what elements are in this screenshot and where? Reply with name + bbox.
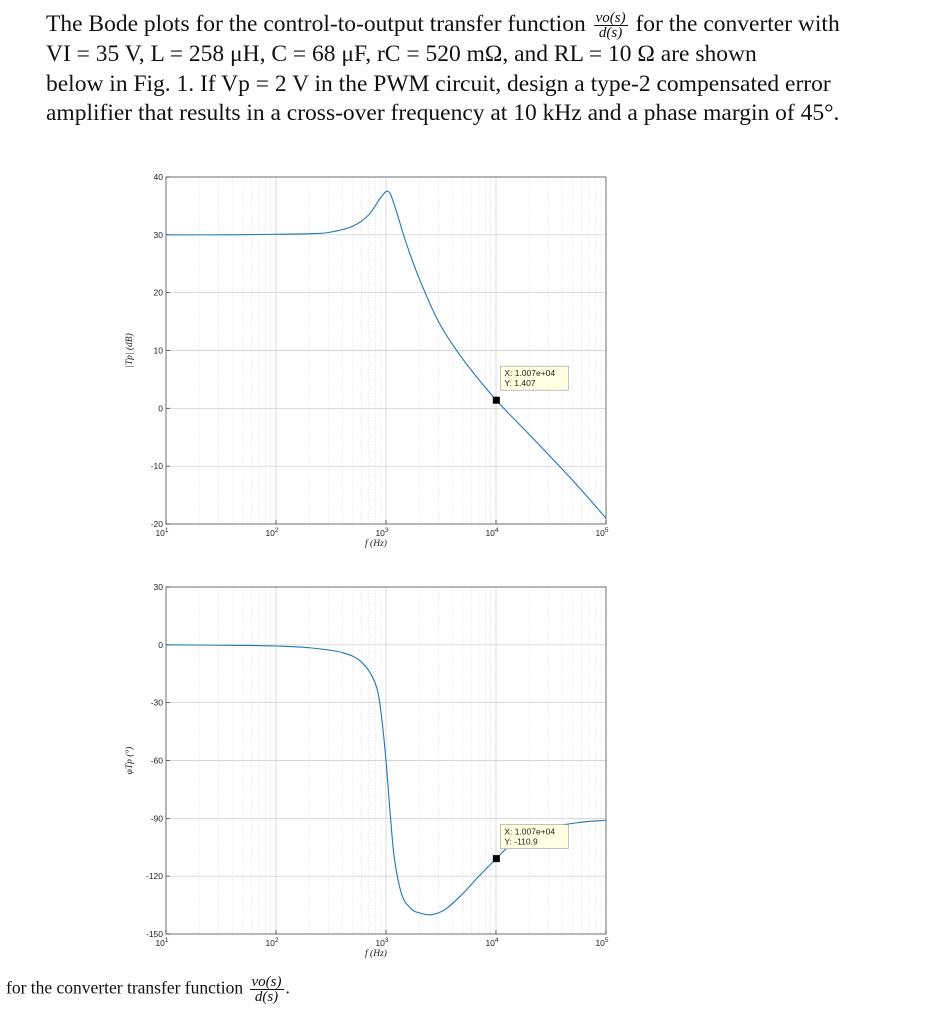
datatip-x-label: X: 1.007e+04: [504, 368, 555, 378]
caption-fraction: vo(s) d(s): [249, 974, 284, 1005]
transfer-fraction: vo(s) d(s): [593, 10, 628, 42]
datatip-box: [500, 365, 569, 391]
datatip-box: [500, 824, 569, 849]
problem-line-4: amplifier that results in a cross-over f…: [46, 100, 840, 127]
x-tick-label: 104: [485, 527, 498, 538]
x-tick-label: 103: [375, 937, 388, 948]
y-axis-label: φTp (°): [124, 747, 135, 775]
datatip-y-label: Y: -110.9: [504, 837, 538, 847]
y-tick-label: 30: [154, 582, 164, 592]
datatip-y-label: Y: 1.407: [504, 378, 535, 388]
problem-statement: The Bode plots for the control-to-output…: [46, 10, 886, 129]
fraction-denominator: d(s): [598, 25, 623, 42]
problem-line-1: The Bode plots for the control-to-output…: [46, 10, 886, 42]
x-axis-label: f (Hz): [365, 538, 387, 549]
y-tick-label: 10: [154, 346, 164, 356]
x-tick-label: 103: [375, 527, 388, 538]
y-tick-label: 30: [154, 230, 164, 240]
y-tick-label: -30: [151, 698, 164, 708]
x-tick-label: 105: [595, 527, 608, 538]
x-tick-label: 102: [265, 937, 278, 948]
datatip-marker: [492, 396, 500, 404]
x-tick-label: 101: [155, 937, 168, 948]
figure-caption: for the converter transfer function vo(s…: [6, 974, 290, 1005]
caption-fraction-denominator: d(s): [254, 989, 279, 1005]
y-tick-label: 0: [158, 640, 163, 650]
datatip-marker: [492, 855, 500, 863]
series-line: [165, 644, 607, 916]
x-axis-label: f (Hz): [365, 948, 387, 959]
x-tick-label: 105: [595, 937, 608, 948]
problem-line-2: VI = 35 V, L = 258 μH, C = 68 μF, rC = 5…: [46, 41, 757, 68]
y-tick-label: 20: [154, 288, 164, 298]
x-tick-label: 102: [265, 527, 278, 538]
y-tick-label: -120: [146, 871, 163, 881]
x-tick-label: 101: [155, 527, 168, 538]
caption-text: for the converter transfer function: [6, 977, 244, 998]
y-axis-label: |Tp| (dB): [124, 333, 135, 368]
y-tick-label: 0: [158, 403, 163, 413]
caption-fraction-numerator: vo(s): [249, 974, 284, 990]
y-tick-label: -90: [151, 813, 164, 823]
caption-period: .: [285, 977, 290, 998]
fraction-numerator: vo(s): [593, 10, 628, 27]
problem-line-1b: for the converter with: [635, 11, 840, 37]
problem-line-3: below in Fig. 1. If Vp = 2 V in the PWM …: [46, 70, 831, 97]
datatip-x-label: X: 1.007e+04: [504, 827, 555, 837]
problem-line-1a: The Bode plots for the control-to-output…: [46, 11, 586, 37]
y-tick-label: -10: [151, 461, 164, 471]
x-tick-label: 104: [485, 937, 498, 948]
y-tick-label: -60: [151, 756, 164, 766]
y-tick-label: 40: [154, 172, 164, 182]
y-tick-label: -150: [146, 929, 163, 939]
y-tick-label: -20: [151, 519, 164, 529]
